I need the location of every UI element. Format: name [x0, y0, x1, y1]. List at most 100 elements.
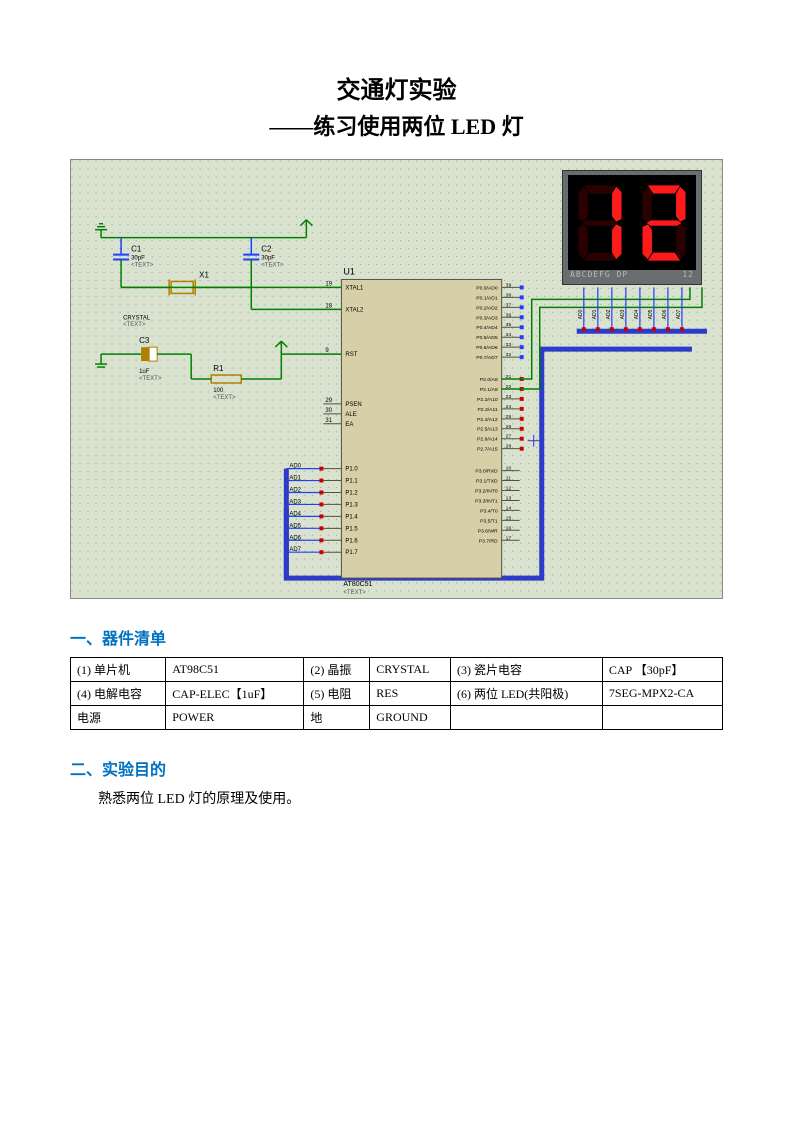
svg-text:AD2: AD2 — [606, 309, 612, 319]
page-title: 交通灯实验 — [70, 70, 723, 105]
section1-heading: 一、器件清单 — [70, 625, 723, 649]
svg-text:AT80C51: AT80C51 — [343, 581, 372, 588]
svg-text:32: 32 — [506, 352, 512, 358]
svg-text:35: 35 — [506, 322, 512, 328]
svg-text:<TEXT>: <TEXT> — [139, 376, 162, 382]
svg-text:30: 30 — [325, 408, 332, 414]
svg-text:P1.7: P1.7 — [345, 550, 358, 556]
table-cell: GROUND — [370, 706, 451, 730]
table-cell — [602, 706, 722, 730]
svg-text:AD5: AD5 — [648, 309, 654, 319]
svg-text:P0.1/AD1: P0.1/AD1 — [476, 295, 498, 301]
table-cell: RES — [370, 682, 451, 706]
svg-text:P1.5: P1.5 — [345, 526, 358, 532]
svg-text:P2.5/A13: P2.5/A13 — [477, 427, 498, 433]
svg-text:P1.2: P1.2 — [345, 490, 358, 496]
svg-text:12: 12 — [506, 486, 512, 492]
table-cell: (4) 电解电容 — [71, 682, 166, 706]
svg-text:P0.2/AD2: P0.2/AD2 — [476, 305, 498, 311]
svg-text:RST: RST — [345, 352, 357, 358]
components-table: (1) 单片机AT98C51(2) 晶振CRYSTAL(3) 瓷片电容CAP 【… — [70, 657, 723, 730]
table-cell: CAP 【30pF】 — [602, 658, 722, 682]
svg-text:P3.4/T0: P3.4/T0 — [480, 508, 498, 514]
svg-text:P3.5/T1: P3.5/T1 — [480, 518, 498, 524]
svg-text:28: 28 — [506, 444, 512, 450]
svg-text:36: 36 — [506, 312, 512, 318]
svg-text:14: 14 — [506, 505, 512, 511]
svg-text:P1.6: P1.6 — [345, 538, 358, 544]
table-cell: CRYSTAL — [370, 658, 451, 682]
svg-text:P3.2/INT0: P3.2/INT0 — [475, 488, 498, 494]
svg-text:XTAL2: XTAL2 — [345, 307, 364, 313]
svg-text:P2.3/A11: P2.3/A11 — [477, 407, 497, 413]
svg-text:P0.6/AD6: P0.6/AD6 — [476, 345, 498, 351]
svg-text:<TEXT>: <TEXT> — [131, 263, 154, 269]
svg-text:10: 10 — [506, 466, 512, 472]
svg-text:<TEXT>: <TEXT> — [343, 590, 366, 596]
table-cell: (6) 两位 LED(共阳极) — [450, 682, 602, 706]
svg-text:P3.3/INT1: P3.3/INT1 — [475, 498, 498, 504]
svg-text:P3.6/WR: P3.6/WR — [478, 528, 498, 534]
table-cell: 7SEG-MPX2-CA — [602, 682, 722, 706]
table-cell: (2) 晶振 — [304, 658, 370, 682]
svg-text:18: 18 — [325, 303, 332, 309]
svg-text:P1.3: P1.3 — [345, 502, 358, 508]
svg-text:AD0: AD0 — [289, 464, 301, 470]
svg-text:P3.7/RD: P3.7/RD — [479, 538, 498, 544]
svg-text:P0.0/AD0: P0.0/AD0 — [476, 285, 498, 291]
svg-text:15: 15 — [506, 515, 512, 521]
section2-body: 熟悉两位 LED 灯的原理及使用。 — [98, 788, 723, 808]
svg-text:C2: C2 — [261, 245, 272, 254]
svg-text:33: 33 — [506, 342, 512, 348]
svg-text:P0.5/AD5: P0.5/AD5 — [476, 335, 498, 341]
svg-text:<TEXT>: <TEXT> — [123, 322, 146, 328]
svg-text:P2.4/A12: P2.4/A12 — [477, 417, 498, 423]
svg-text:AD6: AD6 — [662, 309, 668, 319]
svg-text:P2.1/A9: P2.1/A9 — [480, 387, 498, 393]
svg-text:11: 11 — [506, 476, 511, 482]
svg-text:AD4: AD4 — [634, 309, 640, 319]
table-cell: (1) 单片机 — [71, 658, 166, 682]
svg-text:<TEXT>: <TEXT> — [213, 395, 236, 401]
seven-segment-display: ABCDEFG DP 12 — [562, 170, 702, 285]
svg-text:AD1: AD1 — [289, 476, 301, 482]
svg-text:23: 23 — [506, 394, 512, 400]
svg-text:AD3: AD3 — [289, 499, 301, 505]
svg-text:EA: EA — [345, 422, 353, 428]
svg-text:C1: C1 — [131, 245, 142, 254]
svg-text:AD0: AD0 — [578, 309, 584, 319]
page-subtitle: ——练习使用两位 LED 灯 — [70, 109, 723, 141]
svg-text:30pF: 30pF — [131, 256, 145, 262]
svg-text:13: 13 — [506, 495, 512, 501]
table-cell: 地 — [304, 706, 370, 730]
table-cell: POWER — [166, 706, 304, 730]
table-cell: AT98C51 — [166, 658, 304, 682]
svg-text:XTAL1: XTAL1 — [345, 285, 364, 291]
svg-text:39: 39 — [506, 282, 512, 288]
svg-text:P3.1/TXD: P3.1/TXD — [476, 479, 498, 485]
svg-text:19: 19 — [325, 281, 332, 287]
svg-text:P2.7/A15: P2.7/A15 — [477, 447, 498, 453]
svg-text:AD1: AD1 — [592, 309, 598, 319]
svg-text:C3: C3 — [139, 336, 150, 345]
svg-text:37: 37 — [506, 302, 512, 308]
svg-text:29: 29 — [325, 398, 332, 404]
svg-text:P1.1: P1.1 — [345, 479, 358, 485]
svg-text:25: 25 — [506, 414, 512, 420]
svg-text:ALE: ALE — [345, 412, 356, 418]
svg-text:24: 24 — [506, 404, 512, 410]
table-cell: (5) 电阻 — [304, 682, 370, 706]
svg-text:P0.7/AD7: P0.7/AD7 — [476, 355, 498, 361]
svg-text:AD3: AD3 — [620, 309, 626, 319]
svg-text:31: 31 — [325, 418, 332, 424]
svg-text:P0.4/AD4: P0.4/AD4 — [476, 325, 498, 331]
display-pins-left: ABCDEFG DP — [570, 270, 628, 284]
display-pins-right: 12 — [682, 270, 694, 284]
svg-text:PSEN: PSEN — [345, 402, 361, 408]
svg-text:27: 27 — [506, 434, 512, 440]
svg-text:AD7: AD7 — [289, 547, 301, 553]
svg-text:100: 100 — [213, 388, 224, 394]
svg-text:P0.3/AD3: P0.3/AD3 — [476, 315, 498, 321]
svg-text:AD7: AD7 — [676, 309, 682, 319]
svg-text:AD2: AD2 — [289, 487, 301, 493]
